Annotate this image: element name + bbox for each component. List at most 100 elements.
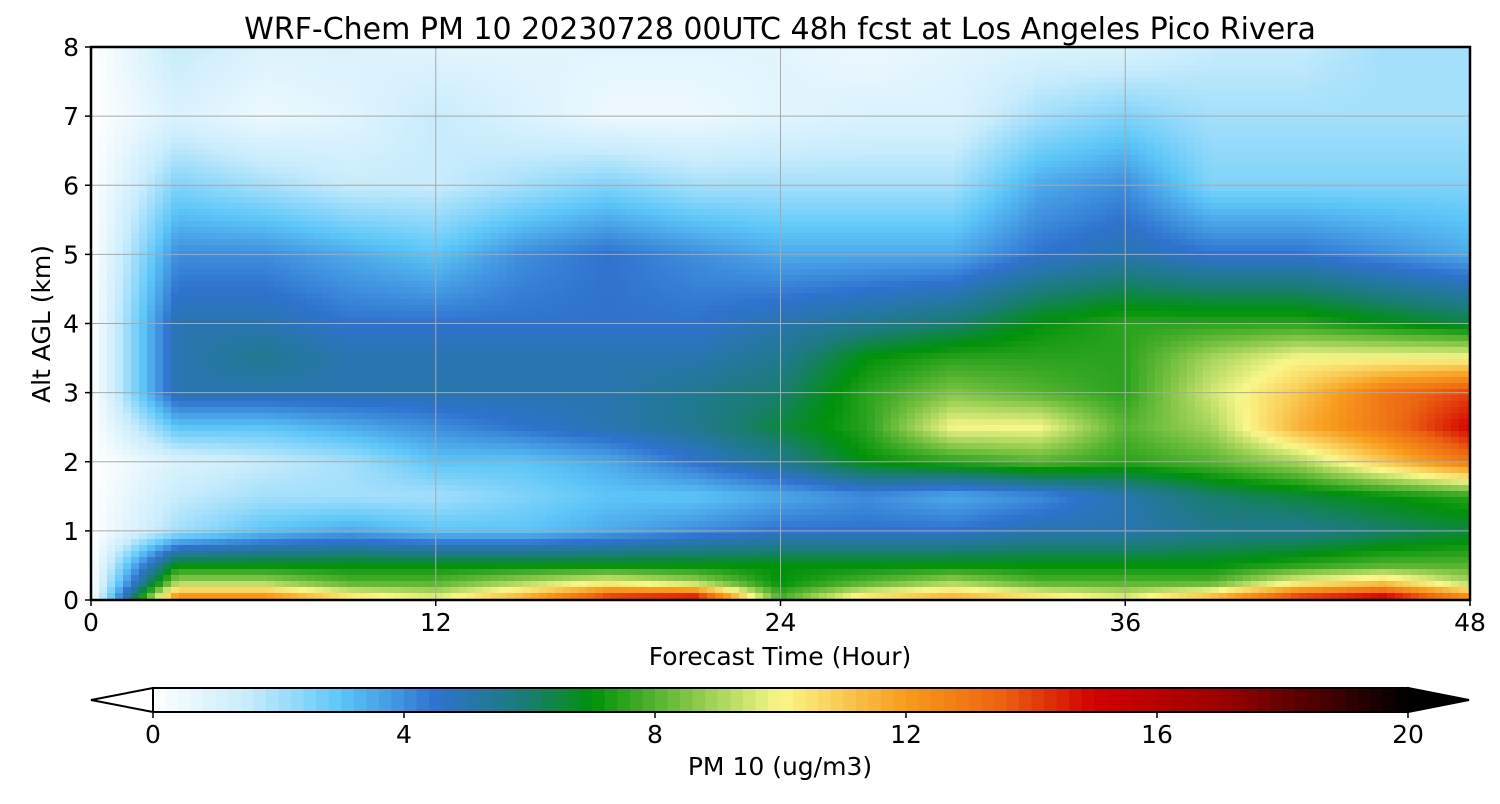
heatmap-cell (139, 347, 148, 354)
heatmap-cell (475, 257, 484, 264)
heatmap-cell (459, 275, 468, 282)
heatmap-cell (379, 395, 388, 402)
heatmap-cell (347, 191, 356, 198)
heatmap-cell (491, 497, 500, 504)
heatmap-cell (235, 263, 244, 270)
heatmap-cell (491, 521, 500, 528)
heatmap-cell (131, 479, 140, 486)
heatmap-cell (411, 371, 420, 378)
heatmap-cell (371, 347, 380, 354)
heatmap-cell (267, 89, 276, 96)
heatmap-cell (515, 233, 524, 240)
heatmap-cell (419, 335, 428, 342)
heatmap-cell (339, 281, 348, 288)
heatmap-cell (467, 551, 476, 558)
heatmap-cell (459, 293, 468, 300)
heatmap-cell (283, 47, 292, 54)
heatmap-cell (227, 575, 236, 582)
heatmap-cell (275, 101, 284, 108)
heatmap-cell (155, 119, 164, 126)
heatmap-cell (355, 383, 364, 390)
heatmap-cell (251, 227, 260, 234)
heatmap-cell (139, 275, 148, 282)
heatmap-cell (363, 593, 372, 600)
heatmap-cell (243, 173, 252, 180)
heatmap-cell (227, 401, 236, 408)
heatmap-cell (251, 71, 260, 78)
heatmap-cell (315, 83, 324, 90)
heatmap-cell (427, 347, 436, 354)
heatmap-cell (403, 539, 412, 546)
heatmap-cell (363, 47, 372, 54)
heatmap-cell (483, 449, 492, 456)
heatmap-cell (467, 539, 476, 546)
heatmap-cell (267, 497, 276, 504)
heatmap-cell (459, 83, 468, 90)
heatmap-cell (371, 545, 380, 552)
heatmap-cell (379, 137, 388, 144)
heatmap-cell (171, 317, 180, 324)
heatmap-cell (355, 275, 364, 282)
heatmap-cell (499, 137, 508, 144)
heatmap-cell (331, 347, 340, 354)
heatmap-cell (483, 197, 492, 204)
heatmap-cell (451, 491, 460, 498)
heatmap-cell (403, 365, 412, 372)
heatmap-cell (403, 521, 412, 528)
heatmap-cell (467, 497, 476, 504)
heatmap-cell (139, 407, 148, 414)
heatmap-cell (179, 89, 188, 96)
heatmap-cell (283, 59, 292, 66)
heatmap-cell (323, 173, 332, 180)
heatmap-cell (443, 299, 452, 306)
heatmap-cell (267, 287, 276, 294)
heatmap-cell (331, 527, 340, 534)
heatmap-cell (483, 347, 492, 354)
heatmap-cell (483, 227, 492, 234)
heatmap-cell (211, 83, 220, 90)
heatmap-cell (323, 515, 332, 522)
heatmap-cell (387, 191, 396, 198)
heatmap-cell (387, 383, 396, 390)
heatmap-cell (139, 455, 148, 462)
heatmap-cell (195, 281, 204, 288)
heatmap-cell (115, 209, 124, 216)
heatmap-cell (363, 125, 372, 132)
heatmap-cell (91, 437, 100, 444)
heatmap-cell (179, 563, 188, 570)
heatmap-cell (139, 527, 148, 534)
heatmap-cell (259, 485, 268, 492)
heatmap-cell (179, 221, 188, 228)
heatmap-cell (219, 185, 228, 192)
heatmap-cell (507, 587, 516, 594)
heatmap-cell (403, 473, 412, 480)
heatmap-cell (259, 497, 268, 504)
heatmap-cell (131, 515, 140, 522)
heatmap-cell (155, 455, 164, 462)
heatmap-cell (515, 263, 524, 270)
heatmap-cell (187, 89, 196, 96)
heatmap-cell (267, 149, 276, 156)
heatmap-cell (99, 287, 108, 294)
heatmap-cell (491, 227, 500, 234)
heatmap-cell (419, 299, 428, 306)
heatmap-cell (379, 107, 388, 114)
heatmap-cell (275, 437, 284, 444)
heatmap-cell (211, 155, 220, 162)
heatmap-cell (307, 287, 316, 294)
heatmap-cell (147, 467, 156, 474)
heatmap-cell (203, 431, 212, 438)
heatmap-cell (331, 137, 340, 144)
heatmap-cell (139, 491, 148, 498)
heatmap-cell (475, 263, 484, 270)
heatmap-cell (227, 209, 236, 216)
heatmap-cell (347, 161, 356, 168)
heatmap-cell (227, 569, 236, 576)
heatmap-cell (355, 203, 364, 210)
heatmap-cell (227, 107, 236, 114)
heatmap-cell (395, 539, 404, 546)
heatmap-cell (211, 581, 220, 588)
heatmap-cell (267, 53, 276, 60)
heatmap-cell (171, 443, 180, 450)
heatmap-cell (379, 317, 388, 324)
